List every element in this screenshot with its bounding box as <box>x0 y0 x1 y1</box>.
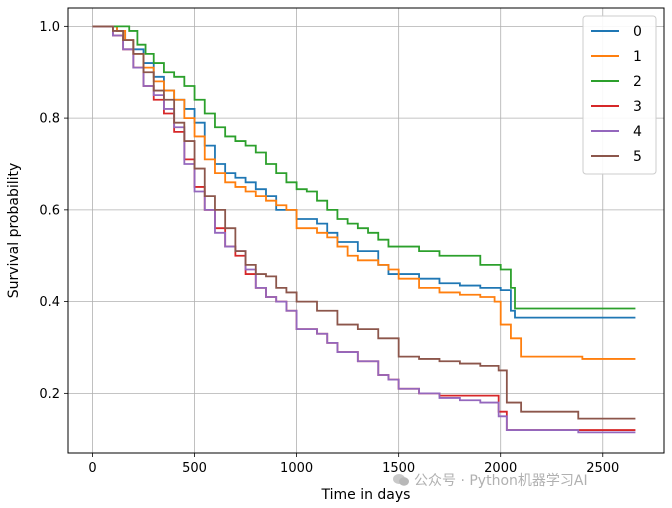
x-tick-label: 2500 <box>586 461 619 476</box>
x-axis-label: Time in days <box>321 487 411 503</box>
series-line-0 <box>92 25 636 319</box>
y-tick-label: 0.6 <box>39 203 60 218</box>
watermark: 公众号 · Python机器学习AI <box>392 470 588 490</box>
x-tick-label: 0 <box>88 461 96 476</box>
series-line-1 <box>92 25 636 360</box>
x-tick-label: 1500 <box>382 461 415 476</box>
legend-entry-2: 2 <box>633 74 642 90</box>
y-tick-label: 0.4 <box>39 295 60 310</box>
chat-icon <box>393 474 409 486</box>
y-tick-label: 0.2 <box>39 387 60 402</box>
legend-entry-4: 4 <box>633 124 642 140</box>
legend-entry-5: 5 <box>633 149 642 165</box>
series-line-4 <box>92 25 636 434</box>
legend-entry-1: 1 <box>633 49 642 65</box>
series-line-2 <box>92 25 636 310</box>
x-tick-label: 500 <box>182 461 207 476</box>
axis-ticks: 0 500 1000 1500 2000 2500 0.2 0.4 0.6 0.8 1.0 <box>39 20 619 476</box>
series-lines <box>92 25 636 434</box>
watermark-text: 公众号 · Python机器学习AI <box>414 473 588 489</box>
legend-entry-3: 3 <box>633 99 642 115</box>
legend-entry-0: 0 <box>633 24 642 40</box>
y-tick-label: 0.8 <box>39 112 60 127</box>
y-tick-label: 1.0 <box>39 20 60 35</box>
x-tick-label: 1000 <box>280 461 313 476</box>
grid-lines <box>68 8 664 453</box>
plot-frame <box>67 7 665 454</box>
y-axis-label: Survival probability <box>6 163 22 299</box>
series-line-5 <box>92 25 636 420</box>
x-tick-label: 2000 <box>484 461 517 476</box>
legend: 0 1 2 3 4 5 <box>582 15 657 175</box>
legend-box <box>582 15 657 175</box>
